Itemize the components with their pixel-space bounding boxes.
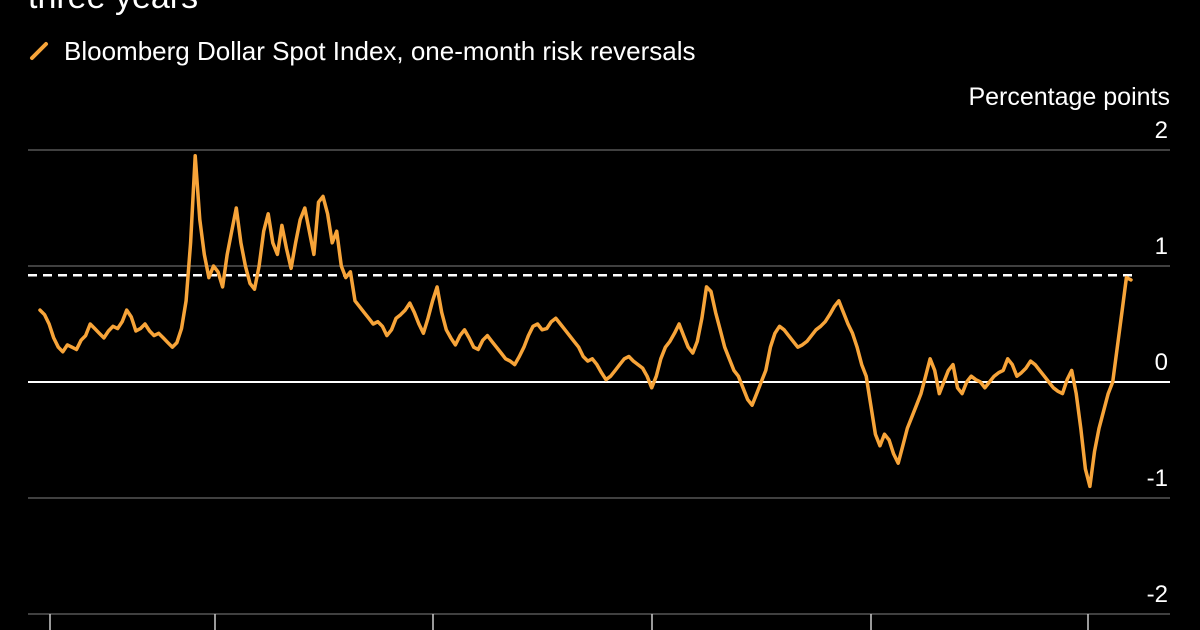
chart-title: three years xyxy=(28,0,198,17)
y-tick-label: -1 xyxy=(1147,465,1168,492)
legend: Bloomberg Dollar Spot Index, one-month r… xyxy=(28,34,696,68)
y-tick-label: 0 xyxy=(1155,349,1168,376)
legend-label: Bloomberg Dollar Spot Index, one-month r… xyxy=(64,35,696,66)
y-tick-label: 1 xyxy=(1155,233,1168,260)
y-tick-label: 2 xyxy=(1155,117,1168,144)
y-tick-label: -2 xyxy=(1147,581,1168,608)
legend-line-icon xyxy=(28,40,50,62)
y-axis-unit-label: Percentage points xyxy=(968,83,1170,111)
series-line xyxy=(38,154,1133,489)
